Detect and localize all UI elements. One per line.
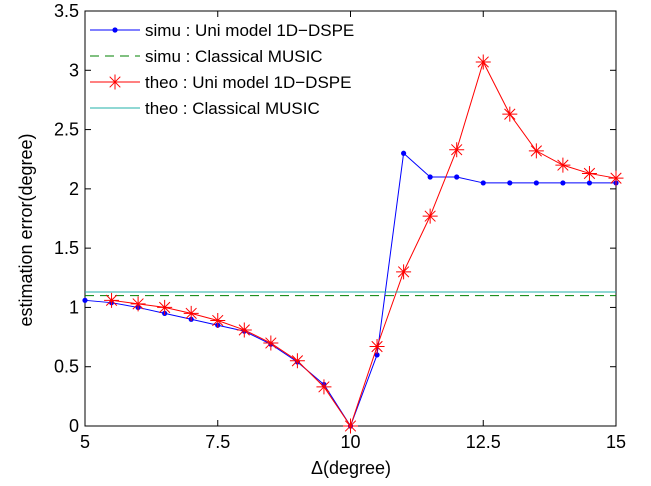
data-point (236, 322, 252, 338)
y-tick-label: 0 (69, 416, 79, 436)
x-tick-label: 12.5 (466, 432, 501, 452)
legend: simu : Uni model 1D−DSPE simu : Classical… (90, 21, 354, 118)
y-tick-label: 1.5 (54, 238, 79, 258)
y-tick-label: 3 (69, 60, 79, 80)
data-point (396, 264, 412, 280)
legend-label: simu : Classical MUSIC (145, 47, 323, 66)
data-point (560, 180, 566, 186)
x-axis-label: Δ(degree) (311, 458, 391, 478)
legend-label: simu : Uni model 1D−DSPE (145, 21, 354, 40)
data-point (422, 208, 438, 224)
legend-item: theo : Uni model 1D−DSPE (90, 73, 351, 92)
legend-marker (107, 74, 123, 90)
data-point (475, 54, 491, 70)
y-tick-label: 2.5 (54, 120, 79, 140)
data-point (528, 143, 544, 159)
y-tick-label: 2 (69, 179, 79, 199)
data-point (183, 305, 199, 321)
legend-marker (112, 27, 118, 33)
data-point (401, 150, 407, 156)
series-3-line (111, 60, 617, 428)
data-point (374, 352, 380, 358)
data-point (480, 180, 486, 186)
y-tick-label: 1 (69, 297, 79, 317)
data-point (343, 418, 358, 434)
data-point (507, 180, 513, 186)
legend-label: theo : Uni model 1D−DSPE (145, 73, 351, 92)
y-tick-label: 0.5 (54, 357, 79, 377)
legend-item: theo : Classical MUSIC (90, 99, 320, 118)
x-tick-label: 15 (606, 432, 626, 452)
data-point (157, 299, 173, 315)
series-3 (104, 54, 624, 434)
data-point (130, 296, 146, 312)
plot-area (84, 10, 617, 427)
x-tick-label: 10 (340, 432, 360, 452)
x-tick-label: 5 (80, 432, 90, 452)
data-point (502, 106, 518, 122)
data-point (316, 379, 332, 395)
data-point (581, 165, 597, 181)
data-point (608, 170, 624, 186)
x-tick-label: 7.5 (205, 432, 230, 452)
legend-item: simu : Uni model 1D−DSPE (90, 21, 354, 40)
data-point (533, 180, 539, 186)
data-point (427, 174, 433, 180)
data-point (289, 353, 305, 369)
data-point (263, 335, 279, 351)
data-point (454, 174, 460, 180)
legend-item: simu : Classical MUSIC (90, 47, 323, 66)
data-point (555, 157, 571, 173)
data-point (210, 312, 226, 328)
data-point (369, 339, 385, 355)
data-point (82, 297, 88, 303)
data-point (449, 142, 465, 158)
data-point (586, 180, 593, 186)
data-point (104, 292, 120, 308)
y-axis-label: estimation error(degree) (16, 133, 36, 326)
y-tick-label: 3.5 (54, 1, 79, 21)
legend-label: theo : Classical MUSIC (145, 99, 320, 118)
plot-layer: 5 7.5 10 12.5 15 0 0.5 1 1.5 2 2.5 3 3.5 (54, 1, 626, 452)
